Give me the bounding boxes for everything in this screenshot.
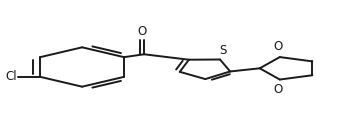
Text: O: O [137, 25, 147, 38]
Text: O: O [274, 40, 283, 53]
Text: O: O [274, 83, 283, 96]
Text: Cl: Cl [5, 70, 17, 83]
Text: S: S [219, 44, 227, 57]
